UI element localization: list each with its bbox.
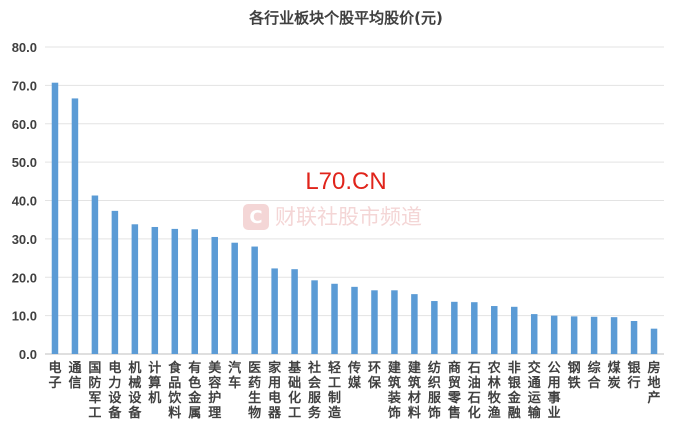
x-tick-label: 煤炭	[608, 360, 621, 391]
x-tick-label: 轻工制造	[328, 360, 342, 421]
bar-24	[510, 306, 518, 354]
x-tick-label: 传媒	[347, 360, 362, 391]
bar-29	[610, 317, 618, 354]
x-tick-label: 计算机	[148, 360, 161, 406]
y-tick-label: 40.0	[12, 194, 37, 209]
x-tick-label: 公用事业	[547, 361, 561, 421]
bar-12	[271, 268, 278, 354]
bar-26	[550, 315, 558, 355]
bar-16	[351, 286, 358, 354]
y-tick-label: 50.0	[12, 155, 37, 170]
bar-7	[171, 228, 179, 354]
bar-18	[391, 290, 398, 354]
y-tick-label: 70.0	[12, 78, 37, 93]
y-tick-label: 80.0	[12, 40, 37, 55]
bars	[51, 82, 658, 355]
y-axis: 0.0 10.0 20.0 30.0 40.0 50.0 60.0 70.0 80.0	[12, 40, 37, 362]
watermark-logo-text: 财联社股市频道	[275, 205, 422, 229]
bar-4	[111, 210, 119, 354]
bar-3	[91, 195, 99, 354]
bar-19	[411, 294, 418, 354]
x-tick-label: 基础化工	[287, 360, 302, 421]
bar-15	[331, 283, 338, 354]
y-tick-label: 20.0	[12, 270, 37, 285]
watermark-logo: C 财联社股市频道	[243, 204, 422, 230]
bar-2	[71, 98, 79, 354]
bar-27	[570, 316, 578, 354]
x-tick-label: 机械设备	[127, 360, 142, 421]
x-tick-label: 商贸零售	[447, 360, 462, 421]
bar-31	[650, 328, 658, 354]
x-tick-label: 环保	[367, 361, 382, 391]
x-axis-labels: 电子通信国防军工电力设备机械设备计算机食品饮料有色金属美容护理汽车医药生物家用电…	[48, 360, 660, 421]
x-tick-label: 建筑材料	[408, 360, 421, 421]
bar-6	[151, 226, 159, 354]
x-tick-label: 电力设备	[107, 360, 122, 421]
bar-25	[530, 314, 538, 354]
y-tick-label: 10.0	[12, 309, 37, 324]
chart-title: 各行业板块个股平均股价(元)	[248, 9, 443, 27]
bar-5	[131, 224, 139, 354]
c-logo-glyph: C	[249, 207, 262, 228]
x-tick-label: 通信	[68, 360, 81, 391]
x-tick-label: 银行	[627, 360, 642, 391]
bar-22	[471, 302, 478, 354]
x-tick-label: 综合	[588, 360, 602, 391]
bar-20	[431, 301, 438, 354]
x-tick-label: 美容护理	[207, 360, 222, 421]
x-tick-label: 石油石化	[467, 361, 481, 421]
bar-11	[251, 246, 258, 354]
x-tick-label: 家用电器	[267, 360, 282, 421]
bar-17	[371, 290, 378, 354]
x-tick-label: 国防军工	[88, 361, 101, 421]
x-tick-label: 汽车	[228, 360, 241, 391]
bar-9	[211, 236, 218, 354]
bar-13	[291, 269, 298, 354]
x-tick-label: 社会服务	[307, 360, 322, 421]
c-logo-icon	[243, 204, 269, 230]
watermark-site: L70.CN	[305, 168, 386, 195]
bar-23	[491, 306, 498, 354]
x-tick-label: 非银金融	[507, 360, 522, 421]
x-tick-label: 有色金属	[187, 360, 202, 421]
x-tick-label: 纺织服饰	[428, 360, 442, 421]
bar-8	[191, 229, 199, 354]
y-tick-label: 0.0	[19, 347, 37, 362]
bar-28	[590, 316, 598, 354]
x-tick-label: 农林牧渔	[487, 360, 502, 421]
x-tick-label: 电子	[48, 360, 61, 391]
bar-14	[311, 280, 318, 354]
y-tick-label: 60.0	[12, 117, 37, 132]
bar-10	[231, 242, 238, 354]
gridlines	[45, 46, 664, 355]
x-tick-label: 房地产	[648, 360, 661, 406]
x-tick-label: 钢铁	[567, 360, 581, 391]
y-tick-label: 30.0	[12, 232, 37, 247]
bar-1	[51, 82, 59, 354]
bar-21	[451, 301, 458, 354]
bar-30	[630, 321, 638, 354]
x-tick-label: 医药生物	[248, 361, 261, 421]
x-tick-label: 食品饮料	[167, 360, 182, 421]
x-tick-label: 交通运输	[528, 360, 542, 421]
x-tick-label: 建筑装饰	[387, 360, 401, 421]
